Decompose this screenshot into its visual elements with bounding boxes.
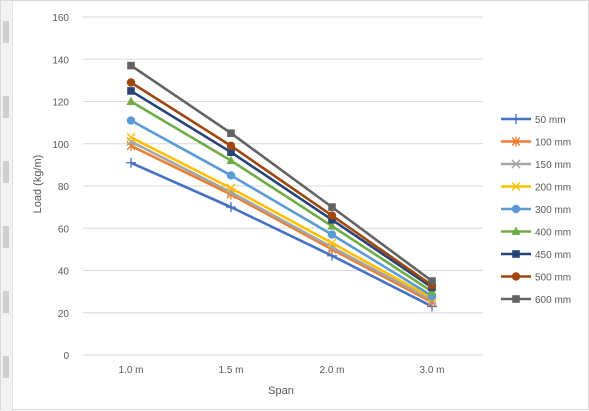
- legend-item: 600 mm: [501, 295, 571, 306]
- y-tick-label: 0: [63, 351, 69, 362]
- data-point: [226, 155, 236, 165]
- y-tick-label: 120: [52, 98, 69, 109]
- series-lines: [126, 61, 437, 312]
- data-point: [127, 61, 135, 70]
- series-line: [130, 89, 433, 289]
- legend-marker: [512, 250, 520, 258]
- x-tick-label: 1.5 m: [218, 365, 243, 376]
- data-point: [327, 230, 337, 239]
- series-600-mm: [127, 61, 436, 285]
- data-point: [227, 148, 235, 156]
- left-strip: [1, 1, 13, 411]
- data-point: [126, 96, 136, 105]
- series-line: [130, 161, 433, 308]
- legend-marker: [511, 114, 521, 124]
- legend: 50 mm 100 mm 150 mm 200 mm 300 mm 400 mm 450 m…: [501, 114, 571, 306]
- legend-marker: [511, 272, 521, 281]
- data-point: [327, 211, 337, 220]
- data-point: [227, 129, 235, 137]
- x-tick-label: 2.0 m: [319, 365, 344, 376]
- legend-item: 50 mm: [501, 114, 566, 126]
- legend-item: 200 mm: [501, 182, 571, 194]
- data-point: [428, 277, 436, 285]
- legend-label: 600 mm: [535, 295, 571, 306]
- y-axis-label: Load (kg/m): [32, 155, 44, 214]
- data-point: [226, 141, 236, 151]
- data-point: [226, 183, 236, 193]
- legend-item: 400 mm: [501, 226, 571, 239]
- data-point: [328, 216, 336, 224]
- x-tick-label: 1.0 m: [118, 365, 143, 376]
- legend-marker: [511, 182, 521, 191]
- legend-label: 50 mm: [535, 115, 566, 126]
- legend-label: 150 mm: [535, 160, 571, 171]
- data-point: [127, 87, 135, 95]
- legend-marker: [511, 226, 521, 235]
- data-point: [126, 116, 136, 125]
- data-point: [126, 157, 136, 168]
- data-point: [126, 78, 136, 87]
- legend-item: 150 mm: [501, 159, 571, 171]
- y-tick-label: 40: [58, 267, 70, 278]
- data-point: [226, 171, 236, 180]
- data-point: [327, 238, 337, 248]
- series-150-mm: [126, 137, 437, 305]
- series-line: [130, 136, 433, 300]
- x-axis-label: Span: [268, 385, 294, 397]
- y-tick-labels: 0 20 40 60 80 100 120 140 160: [52, 13, 69, 362]
- y-tick-label: 20: [58, 309, 70, 320]
- legend-marker: [511, 204, 521, 214]
- y-tick-label: 100: [52, 140, 69, 151]
- legend-item: 500 mm: [501, 272, 571, 284]
- y-tick-label: 140: [52, 55, 69, 66]
- y-tick-label: 60: [58, 224, 70, 235]
- legend-label: 400 mm: [535, 228, 571, 239]
- data-point: [327, 221, 337, 230]
- series-line: [130, 100, 433, 293]
- legend-item: 300 mm: [501, 204, 571, 216]
- y-tick-label: 80: [58, 182, 70, 193]
- data-point: [328, 203, 336, 211]
- legend-marker: [511, 159, 521, 169]
- data-point: [126, 132, 136, 142]
- y-tick-label: 160: [52, 13, 69, 24]
- x-tick-label: 3.0 m: [419, 365, 444, 376]
- series-100-mm: [126, 140, 437, 308]
- series-400-mm: [126, 96, 437, 296]
- legend-label: 500 mm: [535, 273, 571, 284]
- legend-label: 450 mm: [535, 250, 571, 261]
- series-line: [130, 144, 433, 304]
- legend-label: 200 mm: [535, 183, 571, 194]
- legend-label: 100 mm: [535, 138, 571, 149]
- series-line: [130, 64, 433, 283]
- legend-item: 100 mm: [501, 136, 571, 149]
- series-300-mm: [126, 116, 437, 301]
- x-tick-labels: 1.0 m 1.5 m 2.0 m 3.0 m: [118, 365, 444, 376]
- legend-item: 450 mm: [501, 250, 571, 261]
- series-line: [130, 81, 433, 287]
- series-450-mm: [127, 87, 436, 292]
- series-line: [130, 119, 433, 297]
- legend-marker: [512, 295, 520, 303]
- data-point: [226, 202, 236, 213]
- legend-label: 300 mm: [535, 205, 571, 216]
- series-line: [130, 140, 433, 302]
- legend-marker: [511, 136, 521, 147]
